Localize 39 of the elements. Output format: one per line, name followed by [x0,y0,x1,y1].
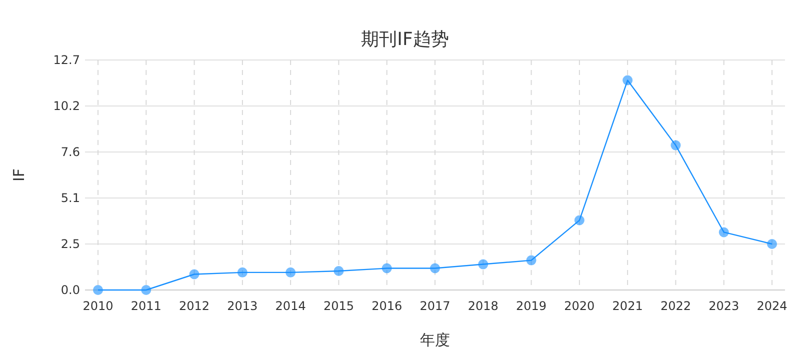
point [574,215,584,226]
x-tick-label: 2018 [468,299,498,313]
x-tick-label: 2012 [179,299,210,313]
point [93,285,103,295]
y-tick-label: 5.1 [60,191,80,205]
point [526,255,536,266]
point [286,267,296,278]
point [189,269,200,280]
point [767,239,777,249]
chart-title: 期刊IF趋势 [361,29,449,50]
point [237,267,248,278]
x-tick-label: 2013 [227,299,258,313]
x-tick-label: 2011 [130,299,162,313]
y-tick-label: 10.2 [53,99,80,113]
point [718,227,729,238]
point [430,263,440,274]
x-tick-label: 2020 [564,299,595,313]
point [622,75,633,86]
y-tick-label: 0.0 [60,283,80,297]
point [478,259,488,270]
x-tick-label: 2019 [516,299,547,313]
x-tick-label: 2023 [708,299,740,313]
x-tick-label: 2014 [275,299,306,313]
point [670,140,681,150]
y-tick-label: 2.5 [60,237,80,251]
x-tick-label: 2022 [660,299,691,313]
x-tick-label: 2017 [420,299,450,313]
x-axis-title: 年度 [420,331,450,349]
point [382,263,392,274]
y-tick-label: 7.6 [60,145,80,159]
y-tick-label: 12.7 [53,53,80,67]
point [141,285,152,295]
y-axis-title: IF [10,168,28,182]
x-tick-label: 2015 [323,299,354,313]
point [334,266,344,276]
x-tick-label: 2024 [756,299,788,313]
x-tick-label: 2016 [372,299,402,313]
x-tick-label: 2010 [82,299,114,313]
x-tick-label: 2021 [612,299,643,313]
